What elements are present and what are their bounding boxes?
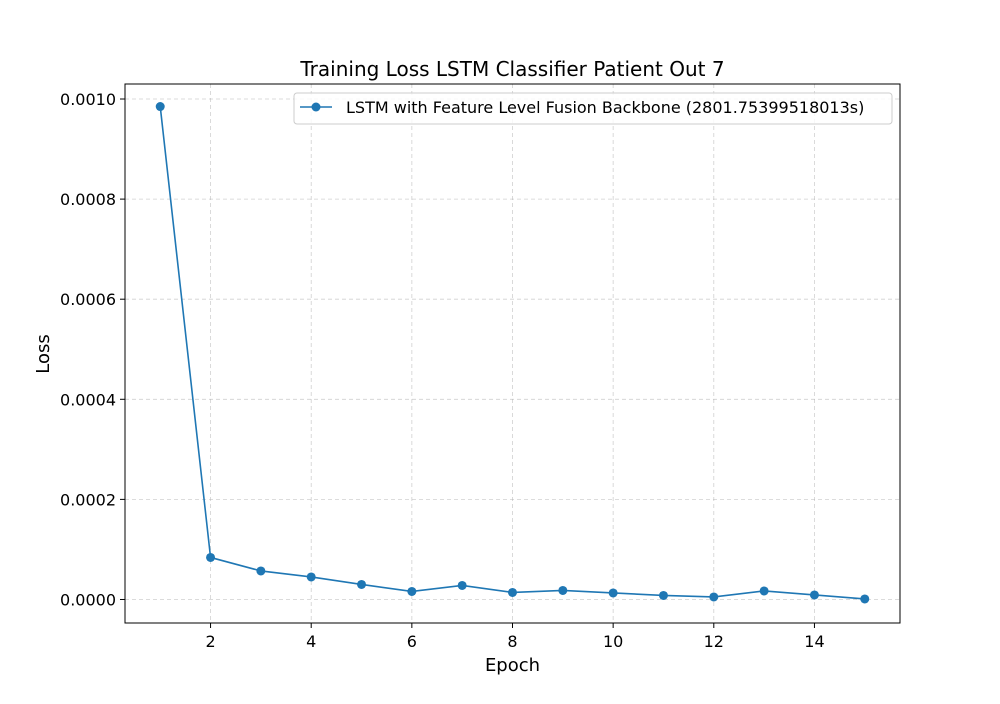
- y-tick-label: 0.0002: [60, 490, 116, 509]
- data-point: [558, 585, 568, 595]
- x-tick-label: 2: [205, 632, 215, 651]
- x-tick-label: 12: [704, 632, 724, 651]
- y-tick-label: 0.0008: [60, 190, 116, 209]
- data-point: [457, 580, 467, 590]
- data-point: [508, 587, 517, 597]
- chart-title: Training Loss LSTM Classifier Patient Ou…: [299, 57, 724, 81]
- data-point: [407, 586, 417, 596]
- legend-point-marker: [311, 102, 321, 112]
- data-point: [155, 102, 165, 112]
- x-tick-label: 14: [804, 632, 824, 651]
- y-tick-label: 0.0010: [60, 90, 116, 109]
- data-point: [256, 566, 266, 576]
- data-point: [860, 594, 870, 604]
- data-point: [759, 586, 769, 596]
- legend-box: [293, 92, 893, 125]
- y-axis-label: Loss: [33, 334, 54, 373]
- data-point: [306, 572, 316, 582]
- y-tick-label: 0.0006: [60, 290, 116, 309]
- x-tick-label: 4: [306, 632, 316, 651]
- series-layer: [155, 102, 870, 604]
- legend: LSTM with Feature Level Fusion Backbone …: [293, 92, 893, 125]
- x-tick-label: 10: [603, 632, 623, 651]
- data-point: [658, 590, 668, 600]
- x-tick-label: 8: [507, 632, 517, 651]
- data-point: [206, 552, 216, 562]
- legend-series-label: LSTM with Feature Level Fusion Backbone …: [346, 98, 864, 117]
- x-axis-label: Epoch: [485, 655, 540, 676]
- data-point: [809, 590, 819, 600]
- data-point: [709, 592, 719, 602]
- data-point: [357, 579, 367, 589]
- x-tick-label: 6: [407, 632, 417, 651]
- data-point: [608, 588, 618, 598]
- y-tick-label: 0.0004: [60, 390, 116, 409]
- axis-ticks: 2 4 6 8 10 12 14 0.0000 0.0002 0.0004 0.0006 0.0008…: [60, 90, 825, 651]
- y-tick-label: 0.0000: [60, 590, 116, 609]
